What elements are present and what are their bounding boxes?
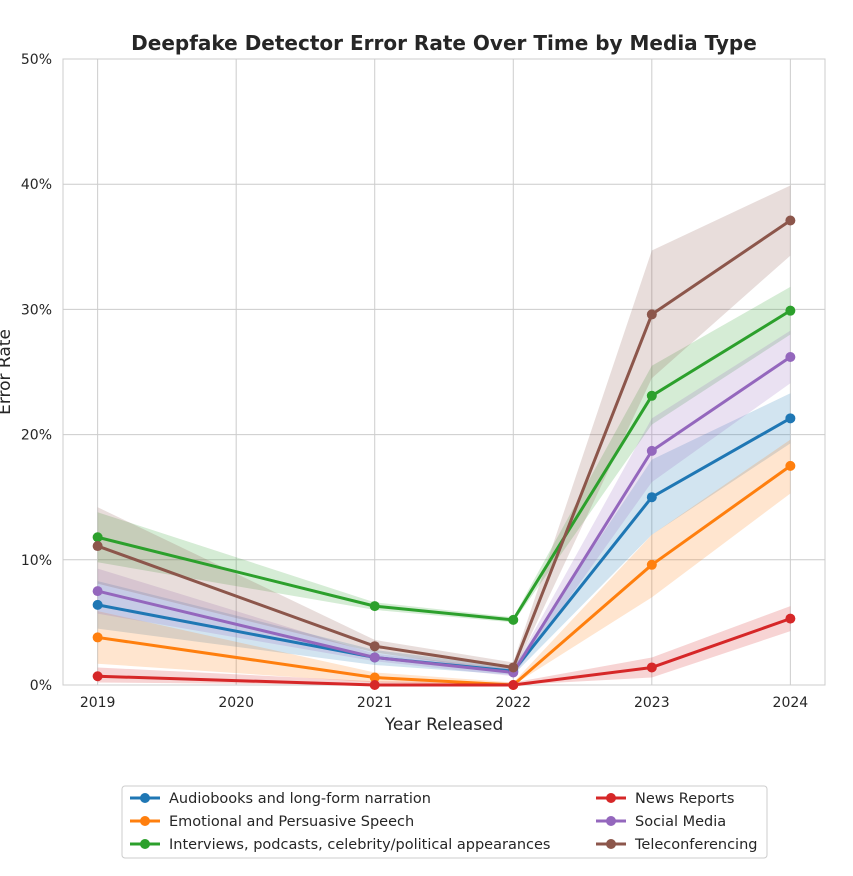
legend: Audiobooks and long-form narration Emotio… (121, 785, 768, 859)
point-interviews-podcasts-celebrity-political-appearances (785, 305, 796, 316)
point-teleconferencing (785, 215, 796, 226)
point-interviews-podcasts-celebrity-political-appearances (646, 390, 657, 401)
legend-label-social-media: Social Media (635, 814, 726, 830)
x-tick-label: 2024 (773, 695, 809, 711)
x-axis-label: Year Released (384, 715, 504, 735)
series-markers (92, 215, 796, 690)
point-social-media (369, 652, 380, 663)
y-axis-label: Error Rate (0, 329, 15, 415)
x-tick-label: 2022 (495, 695, 531, 711)
x-tick-label: 2021 (357, 695, 393, 711)
point-interviews-podcasts-celebrity-political-appearances (369, 601, 380, 612)
point-teleconferencing (508, 662, 519, 673)
point-news-reports (92, 671, 103, 682)
point-teleconferencing (92, 541, 103, 552)
x-axis-ticks: 2019 2020 2021 2022 2023 2024 (80, 695, 808, 711)
legend-marker-audiobooks-and-long-form-narration (140, 793, 150, 803)
point-audiobooks-and-long-form-narration (646, 492, 657, 503)
point-teleconferencing (369, 641, 380, 652)
legend-label-audiobooks-and-long-form-narration: Audiobooks and long-form narration (169, 791, 431, 807)
legend-label-interviews-podcasts-celebrity-political-appearances: Interviews, podcasts, celebrity/politica… (169, 837, 550, 853)
chart-title: Deepfake Detector Error Rate Over Time b… (131, 31, 757, 55)
y-tick-label: 50% (21, 52, 52, 68)
x-tick-label: 2023 (634, 695, 670, 711)
point-news-reports (369, 680, 380, 690)
y-tick-label: 30% (21, 302, 52, 318)
point-social-media (785, 351, 796, 362)
point-news-reports (646, 662, 657, 673)
point-social-media (92, 586, 103, 597)
y-axis-ticks: 0% 10% 20% 30% 40% 50% (21, 52, 52, 694)
point-emotional-and-persuasive-speech (785, 460, 796, 471)
y-tick-label: 40% (21, 177, 52, 193)
point-interviews-podcasts-celebrity-political-appearances (508, 614, 519, 625)
point-news-reports (785, 613, 796, 624)
legend-marker-teleconferencing (606, 839, 616, 849)
point-interviews-podcasts-celebrity-political-appearances (92, 532, 103, 543)
legend-label-teleconferencing: Teleconferencing (634, 837, 757, 853)
y-tick-label: 20% (21, 428, 52, 444)
y-tick-label: 10% (21, 553, 52, 569)
point-audiobooks-and-long-form-narration (785, 413, 796, 424)
y-tick-label: 0% (30, 678, 52, 694)
point-teleconferencing (646, 309, 657, 320)
point-emotional-and-persuasive-speech (92, 632, 103, 643)
legend-frame (121, 785, 768, 859)
point-emotional-and-persuasive-speech (646, 559, 657, 570)
band-teleconferencing (97, 185, 791, 673)
x-tick-label: 2020 (218, 695, 254, 711)
point-social-media (646, 445, 657, 456)
band-news-reports (97, 606, 791, 685)
legend-marker-social-media (606, 816, 616, 826)
legend-label-emotional-and-persuasive-speech: Emotional and Persuasive Speech (169, 814, 414, 830)
legend-label-news-reports: News Reports (635, 791, 734, 807)
point-emotional-and-persuasive-speech (369, 672, 380, 683)
legend-marker-emotional-and-persuasive-speech (140, 816, 150, 826)
band-audiobooks-and-long-form-narration (97, 393, 791, 675)
point-audiobooks-and-long-form-narration (92, 599, 103, 610)
legend-marker-news-reports (606, 793, 616, 803)
plot-area (62, 58, 826, 690)
point-news-reports (508, 680, 519, 690)
legend-marker-interviews-podcasts-celebrity-political-appearances (140, 839, 150, 849)
x-tick-label: 2019 (80, 695, 116, 711)
